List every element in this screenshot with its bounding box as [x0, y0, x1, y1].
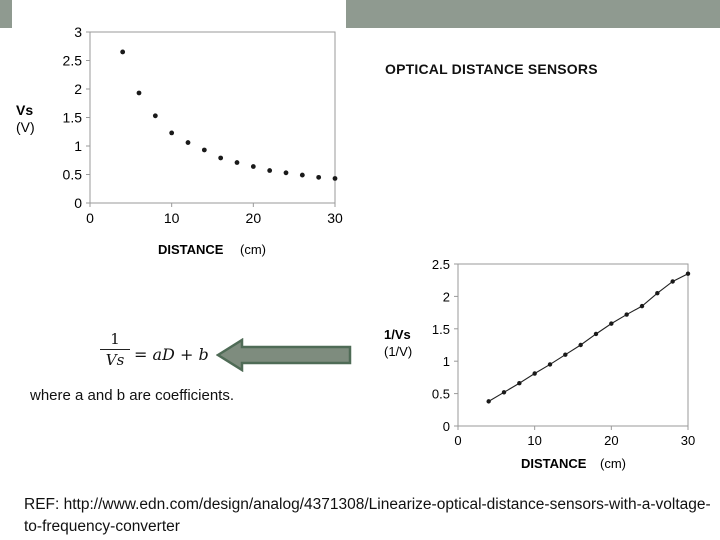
y-tick-label: 1.5 — [63, 110, 83, 126]
top-bar-gap — [12, 0, 346, 28]
data-point — [593, 331, 599, 337]
y-tick-label: 2 — [443, 289, 450, 304]
x-tick-label: 30 — [327, 210, 343, 226]
y-tick-label: 3 — [74, 24, 82, 40]
y-tick-label: 0 — [74, 195, 82, 211]
y-tick-label: 0.5 — [63, 167, 83, 183]
x-tick-label: 0 — [454, 433, 461, 448]
plot-frame — [89, 31, 336, 204]
formula-denominator: Vs — [105, 351, 125, 369]
chart-voltage-vs-distance: Vs (V) 00.511.522.530 10 20 30 DISTANCE (cm… — [16, 24, 343, 257]
ylabel-bold: Vs — [16, 102, 33, 118]
data-point — [532, 371, 537, 376]
data-point — [547, 362, 553, 367]
data-point — [486, 399, 491, 404]
plot-frame — [457, 263, 689, 427]
data-point — [563, 352, 568, 357]
data-point — [234, 160, 240, 165]
formula-numerator: 1 — [110, 330, 120, 348]
ylabel-unit: (1/V) — [384, 344, 412, 359]
data-point — [267, 168, 273, 173]
data-point — [185, 140, 191, 145]
data-point — [578, 342, 583, 348]
x-tick-label: 10 — [164, 210, 180, 226]
y-tick-label: 2 — [74, 81, 82, 97]
x-tick-label: 20 — [246, 210, 262, 226]
ylabel-unit: (V) — [16, 119, 35, 135]
data-point — [283, 170, 289, 176]
data-point — [152, 113, 158, 119]
reference-text: REF: http://www.edn.com/design/analog/43… — [24, 496, 711, 535]
data-point — [501, 390, 507, 395]
y-tick-label: 0 — [443, 419, 450, 434]
formula-fraction: 1 Vs — [100, 330, 130, 369]
x-tick-label: 30 — [681, 433, 695, 448]
data-point — [136, 90, 142, 96]
y-tick-label: 1 — [74, 138, 82, 154]
y-tick-label: 2.5 — [63, 53, 83, 69]
left-arrow-icon — [216, 338, 352, 372]
y-tick-label: 1 — [443, 354, 450, 369]
data-point — [201, 147, 207, 153]
xlabel-bold: DISTANCE — [521, 456, 587, 471]
y-tick-label: 0.5 — [432, 387, 450, 402]
xlabel-unit: (cm) — [240, 242, 266, 257]
data-point — [517, 381, 522, 386]
x-tick-label: 10 — [527, 433, 541, 448]
y-tick-label: 1.5 — [432, 322, 450, 337]
data-point — [639, 303, 645, 309]
data-point — [218, 155, 224, 161]
ylabel-group: 1/Vs (1/V) — [384, 327, 412, 359]
data-point — [169, 130, 175, 136]
chart-inverse-voltage-vs-distance: 1/Vs (1/V) 00.511.522.50 10 20 30 DISTANCE … — [384, 257, 695, 471]
data-point — [332, 176, 338, 181]
x-tick-label: 0 — [86, 210, 94, 226]
slide-title: OPTICAL DISTANCE SENSORS — [385, 61, 598, 77]
data-point — [655, 290, 660, 296]
xlabel-bold: DISTANCE — [158, 242, 224, 257]
fraction-bar — [100, 349, 130, 350]
ylabel-bold: 1/Vs — [384, 327, 411, 342]
ylabel-group: Vs (V) — [16, 102, 35, 135]
formula-rhs: = aD + b — [134, 345, 209, 364]
series-line — [488, 273, 689, 402]
data-point — [609, 321, 614, 326]
data-point — [670, 279, 675, 284]
data-point — [120, 49, 126, 55]
x-tick-label: 20 — [604, 433, 618, 448]
data-point — [316, 174, 322, 180]
data-point — [624, 312, 629, 317]
data-point — [299, 172, 305, 178]
coefficients-caption: where a and b are coefficients. — [30, 387, 235, 404]
data-point — [250, 164, 256, 169]
data-point — [685, 271, 691, 276]
y-tick-label: 2.5 — [432, 257, 450, 272]
xlabel-unit: (cm) — [600, 456, 626, 471]
